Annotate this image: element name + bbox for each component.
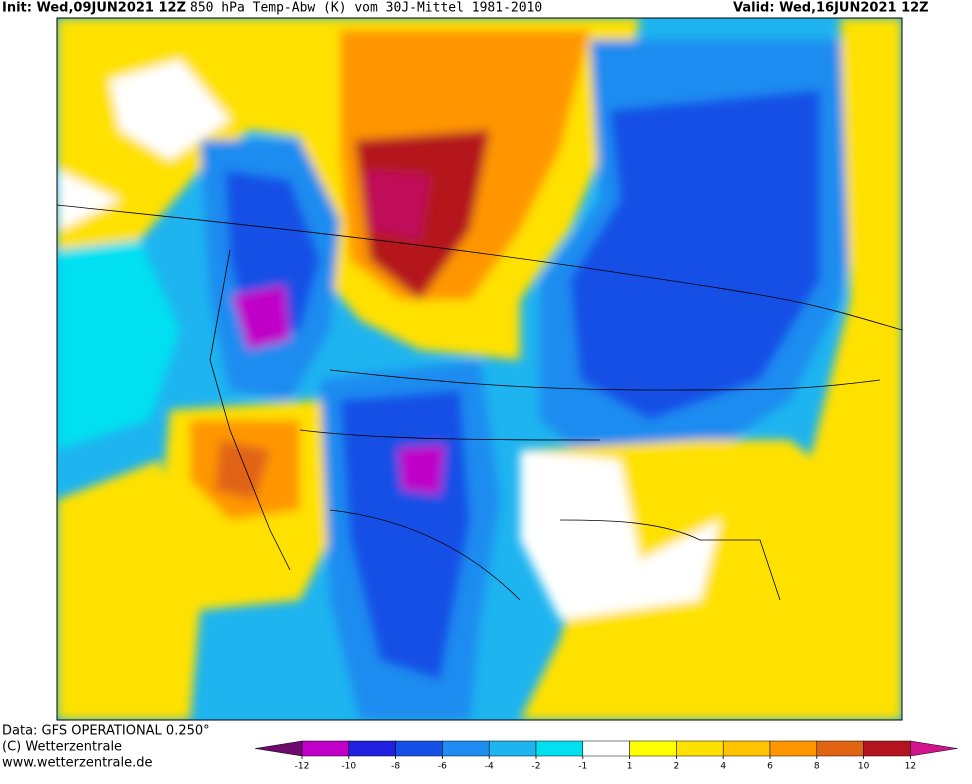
data-source: Data: GFS OPERATIONAL 0.250° bbox=[2, 724, 210, 739]
colorbar-segment bbox=[769, 740, 818, 757]
colorbar-segment bbox=[582, 740, 630, 757]
colorbar: -12 -10 -8 -6 -4 -2 -1 1 2 4 6 8 10 12 bbox=[255, 740, 958, 772]
colorbar-tick-label: 12 bbox=[905, 762, 916, 772]
colorbar-tick-label: 10 bbox=[858, 762, 870, 772]
colorbar-segment bbox=[395, 740, 443, 757]
colorbar-segment bbox=[722, 740, 771, 757]
colorbar-segment bbox=[816, 740, 864, 757]
colorbar-tick-label: 1 bbox=[627, 762, 633, 772]
colorbar-tick-label: -10 bbox=[341, 762, 356, 772]
map-title: 850 hPa Temp-Abw (K) vom 30J-Mittel 1981… bbox=[190, 1, 542, 16]
colorbar-segment bbox=[863, 740, 911, 757]
colorbar-segment bbox=[676, 740, 724, 757]
colorbar-tick-label: 4 bbox=[720, 762, 726, 772]
colorbar-end bbox=[255, 740, 303, 757]
colorbar-segment bbox=[535, 740, 584, 757]
map-frame bbox=[56, 17, 903, 721]
map-field bbox=[57, 18, 902, 720]
colorbar-tick-label: -8 bbox=[391, 762, 400, 772]
colorbar-tick-label: -12 bbox=[295, 762, 310, 772]
valid-time: Valid: Wed,16JUN2021 12Z bbox=[733, 1, 929, 16]
colorbar-end bbox=[910, 740, 958, 757]
colorbar-tick-label: 8 bbox=[814, 762, 820, 772]
colorbar-tick-label: 6 bbox=[767, 762, 773, 772]
colorbar-segment bbox=[442, 740, 490, 757]
colorbar-tick-label: -6 bbox=[438, 762, 447, 772]
colorbar-segment bbox=[301, 740, 350, 757]
colorbar-tick-label: 2 bbox=[674, 762, 680, 772]
colorbar-tick-label: -4 bbox=[485, 762, 494, 772]
colorbar-segment bbox=[488, 740, 537, 757]
copyright: (C) Wetterzentrale bbox=[2, 740, 122, 755]
colorbar-tick-label: -2 bbox=[532, 762, 541, 772]
init-time: Init: Wed,09JUN2021 12Z bbox=[2, 1, 186, 16]
website: www.wetterzentrale.de bbox=[2, 756, 152, 771]
colorbar-segment bbox=[629, 740, 677, 757]
colorbar-tick-label: -1 bbox=[578, 762, 587, 772]
colorbar-segment bbox=[348, 740, 396, 757]
